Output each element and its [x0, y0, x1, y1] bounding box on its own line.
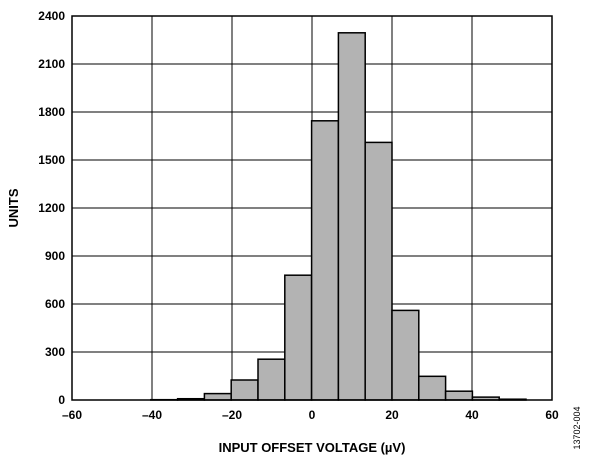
- histogram-bar: [284, 274, 313, 401]
- y-tick-label: 300: [45, 345, 65, 359]
- y-tick-label: 1500: [38, 153, 65, 167]
- histogram-bar: [418, 375, 447, 401]
- x-tick-labels: –60 –40 –20 0 20 40 60: [62, 408, 559, 422]
- plot-frame: [71, 15, 553, 401]
- x-tick-label: 20: [385, 408, 399, 422]
- y-tick-label: 2100: [38, 57, 65, 71]
- x-tick-label: 40: [465, 408, 479, 422]
- x-tick-label: –40: [142, 408, 162, 422]
- y-tick-label: 1800: [38, 105, 65, 119]
- histogram-bar: [203, 392, 232, 401]
- y-tick-labels: 0 300 600 900 1200 1500 1800 2100 2400: [38, 9, 65, 407]
- y-tick-label: 1200: [38, 201, 65, 215]
- histogram-bar: [444, 390, 474, 401]
- y-tick-label: 0: [58, 393, 65, 407]
- histogram-bar: [230, 379, 259, 401]
- histogram-bar: [337, 32, 366, 401]
- y-tick-label: 900: [45, 249, 65, 263]
- figure-id: 13702-004: [572, 406, 582, 449]
- x-tick-label: –20: [222, 408, 242, 422]
- histogram-bar: [257, 358, 286, 401]
- x-axis-title: INPUT OFFSET VOLTAGE (µV): [219, 440, 406, 455]
- y-tick-label: 600: [45, 297, 65, 311]
- x-tick-label: –60: [62, 408, 82, 422]
- histogram-bar: [310, 120, 340, 401]
- y-axis-title: UNITS: [6, 188, 21, 227]
- histogram-bars: [150, 32, 527, 401]
- histogram-bar: [364, 141, 393, 401]
- y-tick-label: 2400: [38, 9, 65, 23]
- x-tick-label: 0: [309, 408, 316, 422]
- histogram-bar: [391, 309, 420, 401]
- x-tick-label: 60: [545, 408, 559, 422]
